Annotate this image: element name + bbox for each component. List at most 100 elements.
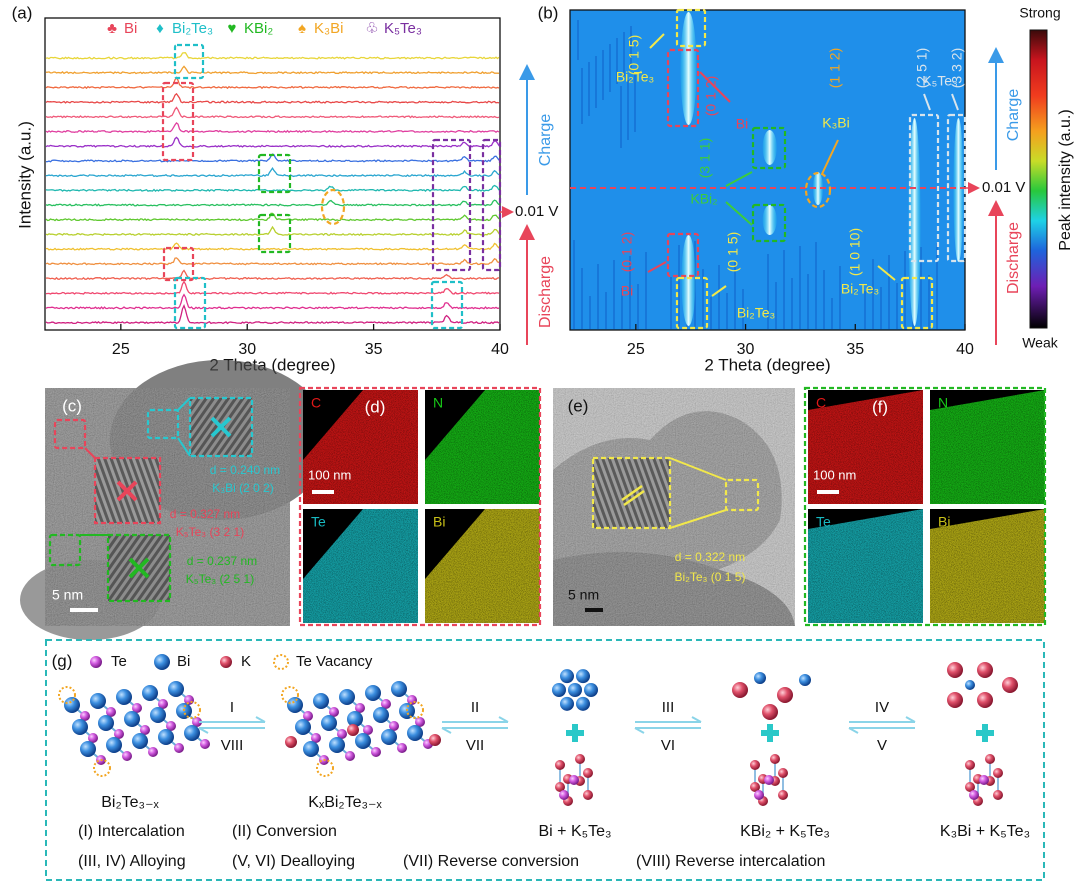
atom xyxy=(166,721,176,731)
pointer-arrow xyxy=(821,139,839,175)
dashed-box xyxy=(173,43,205,80)
xrd-curve xyxy=(45,303,500,325)
atom xyxy=(132,733,148,749)
peak-annotation: (1 1 2) xyxy=(827,48,843,88)
atom xyxy=(72,719,88,735)
atom xyxy=(754,790,764,800)
atom xyxy=(220,656,232,668)
atom xyxy=(174,743,184,753)
line xyxy=(669,457,727,481)
atom xyxy=(389,721,399,731)
dashed-box xyxy=(675,8,707,48)
scale-bar xyxy=(312,490,334,494)
atom xyxy=(979,775,989,785)
xrd-curve xyxy=(45,136,500,148)
atom xyxy=(355,733,371,749)
plus xyxy=(982,724,988,742)
atom xyxy=(158,729,174,745)
element-label: C xyxy=(311,395,321,411)
reverse-arrow xyxy=(634,727,645,734)
step-note: (II) Conversion xyxy=(232,823,337,840)
legend-entry: Bi₂Te₃ xyxy=(172,20,213,37)
d-spacing: K₅Te₃ (3 2 1) xyxy=(176,525,244,539)
dashed-box xyxy=(430,280,464,330)
atom xyxy=(977,692,993,708)
colorbar-bottom: Weak xyxy=(1022,335,1059,351)
eds-noise xyxy=(303,509,418,623)
legend-symbol: ♣ xyxy=(107,20,117,37)
atom xyxy=(64,697,80,713)
line xyxy=(84,447,96,459)
element-label: N xyxy=(433,395,443,411)
panel-frame xyxy=(298,386,542,627)
d-spacing: d = 0.237 nm xyxy=(187,554,257,568)
xrd-curve xyxy=(45,257,500,266)
colorbar xyxy=(1029,29,1048,329)
dashed-box xyxy=(666,232,700,278)
d-spacing: d = 0.240 nm xyxy=(210,463,280,477)
atom xyxy=(345,751,355,761)
atom xyxy=(106,707,116,717)
x-tick-label: 40 xyxy=(491,341,509,358)
dashed-box xyxy=(724,478,760,512)
x-tick-label: 25 xyxy=(112,341,130,358)
atom xyxy=(114,729,124,739)
legend-entry: K₅Te₃ xyxy=(384,20,422,37)
step-note: (V, VI) Dealloying xyxy=(232,853,355,870)
atom xyxy=(148,747,158,757)
xrd-curve xyxy=(45,92,500,104)
atom xyxy=(947,692,963,708)
atom xyxy=(584,683,598,697)
vacancy xyxy=(406,701,424,719)
atom xyxy=(311,733,321,743)
x-tick-label: 30 xyxy=(238,341,256,358)
phase-label: KₓBi₂Te₃₋ₓ xyxy=(308,794,382,811)
heatmap-streak xyxy=(812,172,823,205)
forward-arrow xyxy=(905,716,916,723)
legend-entry: KBi₂ xyxy=(244,20,273,37)
eds-noise xyxy=(930,509,1045,623)
scale-label: 5 nm xyxy=(52,587,83,603)
scale-bar xyxy=(585,608,603,612)
atom xyxy=(158,699,168,709)
dashed-box xyxy=(161,81,195,162)
element-label: N xyxy=(938,395,948,411)
atom xyxy=(287,697,303,713)
xrd-curve xyxy=(45,184,500,192)
pointer-arrow xyxy=(647,261,667,273)
legend-entry: K₃Bi xyxy=(314,20,343,37)
step-note: (III, IV) Alloying xyxy=(78,853,186,870)
lattice-mark xyxy=(623,489,645,507)
discharge-label: Discharge xyxy=(537,256,554,328)
legend-entry: Bi xyxy=(124,20,137,37)
atom xyxy=(329,707,339,717)
colorbar-top: Strong xyxy=(1019,5,1060,21)
xrd-curve xyxy=(45,242,500,251)
atom xyxy=(116,689,132,705)
atom xyxy=(347,711,363,727)
dashed-box xyxy=(900,276,934,330)
atom xyxy=(552,683,566,697)
atom xyxy=(407,725,423,741)
atom xyxy=(947,662,963,678)
dashed-box xyxy=(675,276,709,330)
atom xyxy=(762,704,778,720)
lattice-mark xyxy=(210,416,232,438)
dashed-box xyxy=(162,246,195,282)
atom xyxy=(778,790,788,800)
xrd-curve xyxy=(45,106,500,119)
panel-label: (e) xyxy=(568,396,589,415)
panel-label: (g) xyxy=(52,651,73,670)
atom xyxy=(770,754,780,764)
step-label: I xyxy=(230,699,234,716)
heatmap-streak xyxy=(762,205,777,235)
d-spacing: Bi₂Te₃ (0 1 5) xyxy=(675,570,746,584)
dashed-box xyxy=(908,113,940,263)
pointer-arrow xyxy=(877,265,896,281)
peak-annotation: (0 1 5) xyxy=(725,232,741,272)
dashed-box xyxy=(751,203,787,243)
step-note: (I) Intercalation xyxy=(78,823,185,840)
panel-label: (f) xyxy=(872,397,888,416)
peak-annotation: K₅Te₃ xyxy=(922,73,957,89)
step-note: (VIII) Reverse intercalation xyxy=(636,853,825,870)
